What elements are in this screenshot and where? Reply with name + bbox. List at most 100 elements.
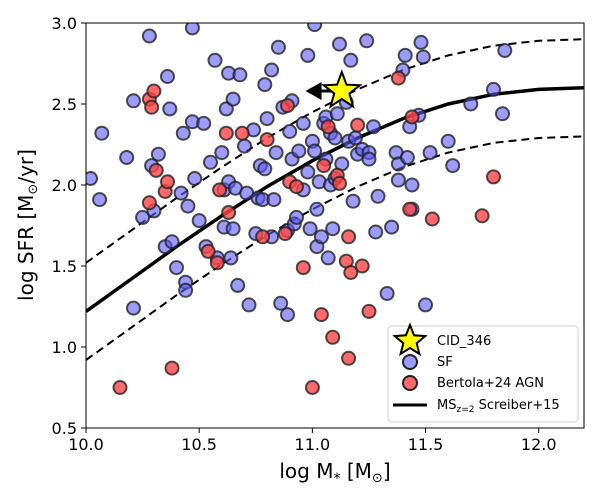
sf-point [300, 47, 316, 63]
agn-point [289, 179, 304, 195]
sf-point [241, 297, 257, 313]
sf-point [126, 300, 141, 316]
sf-point [225, 221, 241, 237]
y-tick-label: 1.0 [52, 338, 77, 357]
sf-point [191, 213, 207, 229]
sf-point [94, 125, 110, 141]
sf-point [178, 282, 194, 298]
ms-lower-dashed-line [86, 135, 584, 361]
sf-point [309, 201, 325, 217]
legend-box [387, 325, 579, 423]
sf-point [207, 52, 223, 68]
sf-point [180, 198, 196, 214]
sf-point [327, 130, 343, 146]
sf-point [126, 93, 141, 109]
x-tick-label: 11.0 [295, 435, 331, 454]
sf-point [370, 188, 386, 204]
sf-point [270, 39, 286, 55]
sf-point [169, 260, 184, 276]
agn-point [164, 360, 180, 376]
sf-point [164, 234, 180, 250]
y-tick-label: 2.5 [52, 95, 77, 114]
sf-point [184, 23, 200, 36]
x-tick-label: 10.5 [181, 435, 217, 454]
agn-point [320, 119, 336, 135]
sf-point [232, 67, 248, 83]
agn-point [361, 303, 377, 319]
agn-point [280, 98, 295, 114]
agn-point [255, 229, 271, 245]
agn-point [146, 83, 162, 99]
x-tick-label: 11.5 [408, 435, 444, 454]
agn-point [354, 258, 370, 274]
sf-point [413, 34, 429, 50]
sf-point [203, 154, 218, 170]
sf-point [361, 151, 377, 167]
agn-point [218, 125, 234, 141]
target-group [305, 69, 363, 109]
agn-point [402, 201, 418, 217]
x-tick-label: 10.0 [68, 435, 104, 454]
sf-point [289, 209, 304, 225]
sf-point [214, 145, 230, 161]
x-axis-title: log M* [M⊙] [279, 459, 390, 487]
agn-point [486, 169, 501, 185]
agn-point [112, 380, 128, 395]
x-tick-label: 12.0 [521, 435, 557, 454]
sf-point [119, 150, 135, 165]
agn-point [316, 158, 332, 174]
sf-point [422, 145, 438, 161]
sf-point [359, 33, 375, 49]
sf-point [257, 77, 273, 93]
sf-point [150, 146, 166, 162]
plot-frame [85, 22, 585, 429]
agn-point [200, 243, 216, 259]
sf-point [187, 171, 203, 186]
agn-point [144, 99, 160, 115]
sf-point [497, 43, 513, 58]
legend-label-agn: Bertola+24 AGN [437, 376, 544, 391]
sf-point [368, 224, 384, 240]
sf-point [300, 164, 316, 180]
agn-point [304, 380, 320, 395]
sf-point [295, 115, 311, 131]
agn-point [424, 211, 440, 227]
agn-point [141, 195, 157, 211]
sf-point [173, 185, 189, 201]
sf-point [486, 81, 501, 97]
sf-point [162, 101, 178, 117]
sf-point [141, 28, 157, 44]
sf-point [268, 145, 284, 161]
sf-point [264, 62, 280, 78]
sf-point [495, 106, 510, 122]
sf-point [397, 47, 413, 63]
legend-star-marker [392, 322, 428, 357]
sf-point [307, 143, 323, 159]
sf-point [86, 171, 98, 186]
agn-point [325, 329, 341, 345]
sf-point [445, 158, 461, 174]
agn-point [221, 205, 237, 220]
sf-point [399, 150, 415, 165]
sf-point [266, 192, 282, 208]
sf-point [259, 111, 275, 127]
sf-point [230, 277, 246, 293]
sf-point [280, 307, 295, 323]
sf-point [345, 193, 361, 209]
y-axis-title: log SFR [M⊙/yr] [14, 149, 41, 301]
agn-point [209, 255, 225, 271]
agn-point [332, 175, 347, 191]
legend-label-ms: MSz=2 Screiber+15 [437, 398, 560, 415]
sf-point [135, 209, 151, 225]
sf-point [273, 295, 289, 311]
sf-point [237, 138, 252, 154]
agn-point [404, 109, 420, 125]
sf-point [325, 221, 341, 237]
legend-star-symbol [392, 322, 428, 357]
agn-point [295, 260, 311, 276]
sf-point [282, 124, 298, 139]
y-axis: 0.5 1.0 1.5 2.0 2.5 3.0 [52, 14, 86, 438]
legend-label-sf: SF [437, 355, 453, 370]
